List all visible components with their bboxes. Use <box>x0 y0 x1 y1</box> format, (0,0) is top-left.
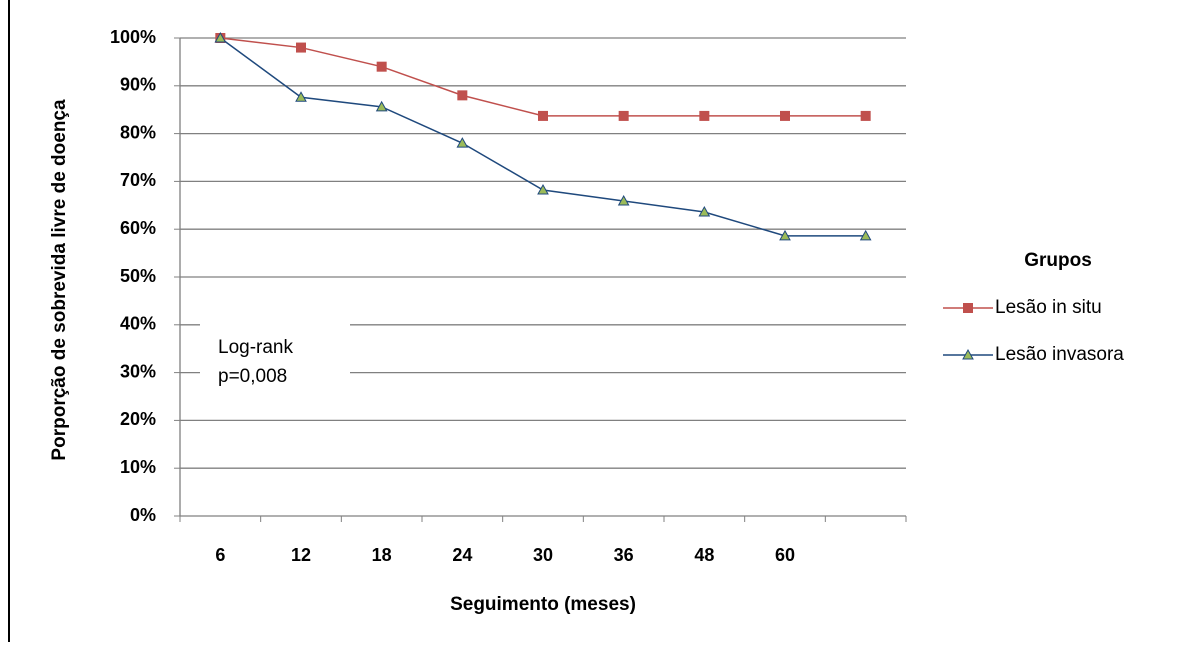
point <box>699 110 710 121</box>
point <box>859 229 872 241</box>
x-tick-label: 30 <box>533 545 553 565</box>
annotation: p=0,008 <box>218 366 287 387</box>
point <box>375 100 388 112</box>
x-tick-label: 48 <box>694 545 714 565</box>
legend-marker <box>962 348 974 360</box>
point <box>860 110 871 121</box>
point <box>779 229 791 241</box>
x-tick-label: 6 <box>215 545 225 565</box>
y-tick-label: 90% <box>120 75 156 95</box>
point <box>376 61 387 72</box>
x-axis-label: Seguimento (meses) <box>450 594 636 615</box>
point <box>537 183 549 195</box>
x-tick-label: 36 <box>614 545 634 565</box>
x-tick-label: 60 <box>775 545 795 565</box>
legend-title: Grupos <box>1024 250 1092 271</box>
y-tick-label: 50% <box>120 266 156 286</box>
point <box>214 31 227 43</box>
annotation-box <box>200 313 350 397</box>
y-tick-label: 20% <box>120 409 156 429</box>
annotation: Log-rank <box>218 337 293 358</box>
y-tick-label: 60% <box>120 218 156 238</box>
point <box>456 137 469 148</box>
legend-marker <box>963 303 973 313</box>
y-tick-label: 80% <box>120 122 156 142</box>
y-tick-label: 100% <box>110 27 156 47</box>
y-tick-label: 0% <box>130 505 156 525</box>
x-tick-label: 12 <box>291 545 311 565</box>
y-tick-label: 70% <box>120 170 156 190</box>
legend-label: Lesão in situ <box>995 297 1102 318</box>
point <box>617 194 630 206</box>
x-tick-label: 24 <box>452 545 472 565</box>
y-axis-label: Porporção de sobrevida livre de doença <box>49 99 70 461</box>
point <box>618 110 629 121</box>
y-tick-label: 40% <box>120 314 156 334</box>
y-tick-label: 10% <box>120 457 156 477</box>
legend-label: Lesão invasora <box>995 344 1124 365</box>
point <box>538 110 548 121</box>
point <box>780 110 790 121</box>
point <box>457 90 468 101</box>
point <box>296 42 306 53</box>
y-tick-label: 30% <box>120 361 156 381</box>
x-tick-label: 18 <box>372 545 392 565</box>
point <box>698 205 711 217</box>
point <box>295 91 307 102</box>
